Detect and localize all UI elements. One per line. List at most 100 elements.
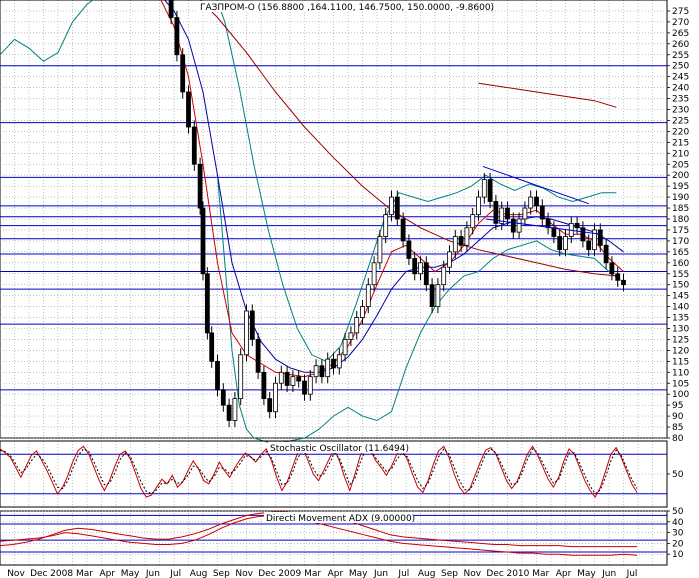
price-candle (435, 284, 441, 308)
price-candle (204, 273, 210, 334)
y-tick-label: 185 (672, 204, 689, 214)
x-tick-label: Dec (486, 569, 503, 578)
y-tick-label: 110 (672, 368, 689, 378)
price-candle (476, 196, 481, 216)
fast-ma-line (160, 0, 624, 378)
price-candle (186, 91, 191, 128)
price-candle (348, 332, 354, 340)
y-tick-label: 95 (672, 401, 683, 411)
title-background (198, 1, 468, 12)
price-candle (249, 310, 255, 340)
y-tick-label: 230 (672, 106, 689, 116)
price-candle (487, 179, 493, 202)
price-candle (609, 262, 615, 275)
indicator-title-background (264, 512, 414, 523)
price-candle (499, 207, 505, 224)
price-candle (220, 389, 226, 406)
x-tick-label: Jul (397, 569, 409, 578)
price-candle (534, 196, 539, 207)
x-tick-label: May (577, 569, 596, 578)
y-tick-label: 120 (672, 346, 689, 356)
price-candle (215, 360, 220, 391)
y-tick-label: 10 (672, 550, 684, 560)
y-tick-label: 215 (672, 138, 689, 148)
x-tick-label: Jun (145, 569, 160, 578)
mid-ma-line (164, 0, 624, 373)
price-candle (180, 54, 186, 93)
y-tick-label: 225 (672, 116, 689, 126)
y-tick-label: 40 (672, 518, 684, 528)
price-candle (400, 218, 406, 242)
long-ma-line (478, 82, 617, 108)
price-candle (406, 240, 412, 259)
price-candle (342, 339, 348, 356)
price-candle (597, 229, 603, 246)
chart-title: ГАЗПРОМ-О (156.8800 ,164.1100, 146.7500,… (200, 3, 494, 13)
y-tick-label: 155 (672, 270, 689, 280)
price-candle (331, 358, 336, 369)
price-candle (354, 317, 360, 334)
price-candle (226, 404, 232, 421)
y-tick-label: 255 (672, 51, 689, 61)
bollinger-lower-line (217, 175, 621, 443)
stochastic-main-line (0, 445, 638, 499)
x-tick-label: Mar (76, 569, 93, 578)
price-candle (302, 380, 307, 395)
price-candle (493, 201, 499, 224)
x-tick-label: 2010 (506, 569, 529, 578)
price-candle (174, 17, 180, 56)
y-tick-label: 80 (672, 434, 684, 444)
price-candle (273, 382, 278, 413)
price-candle (307, 376, 313, 395)
x-tick-label: Jul (169, 569, 181, 578)
price-candle (261, 371, 267, 399)
y-tick-label: 235 (672, 95, 689, 105)
x-tick-label: May (349, 569, 368, 578)
y-tick-label: 245 (672, 73, 689, 83)
price-candle (615, 273, 621, 281)
x-tick-label: 2009 (278, 569, 301, 578)
price-candle (429, 284, 435, 308)
price-candle (296, 376, 302, 382)
price-candle (545, 218, 551, 229)
y-tick-label: 100 (672, 390, 689, 400)
y-tick-label: 205 (672, 160, 689, 170)
price-candle (586, 240, 592, 251)
price-candle (191, 126, 197, 165)
price-candle (232, 398, 238, 421)
price-candle (458, 236, 464, 246)
x-tick-label: Jul (626, 569, 638, 578)
adx-title: Directi Movement ADX (9.00000) (266, 514, 415, 524)
x-tick-label: Jun (601, 569, 616, 578)
y-tick-label: 250 (672, 62, 689, 72)
x-tick-label: Dec (258, 569, 275, 578)
price-candle (336, 354, 342, 369)
x-tick-label: May (121, 569, 140, 578)
price-candle (389, 196, 394, 216)
price-candle (539, 205, 545, 220)
x-tick-label: Sep (441, 569, 458, 578)
price-candle (557, 236, 563, 251)
y-tick-label: 270 (672, 18, 689, 28)
y-tick-label: 50 (672, 507, 684, 517)
x-tick-label: Mar (304, 569, 321, 578)
y-tick-label: 145 (672, 292, 689, 302)
price-candle (441, 266, 447, 286)
x-tick-label: Nov (464, 569, 482, 578)
x-tick-label: 2008 (50, 569, 73, 578)
y-tick-label: 130 (672, 325, 689, 335)
x-tick-label: Jun (373, 569, 388, 578)
y-tick-label: 160 (672, 259, 689, 269)
price-candle (621, 279, 626, 286)
y-tick-label: 150 (672, 281, 689, 291)
y-tick-label: 85 (672, 423, 683, 433)
x-tick-label: Aug (190, 569, 208, 578)
price-candle (200, 207, 206, 275)
price-candle (412, 258, 418, 275)
price-candle (563, 236, 568, 251)
y-tick-label: 260 (672, 40, 689, 50)
trend-line (482, 165, 589, 205)
price-candle (325, 358, 331, 378)
x-tick-label: Sep (213, 569, 230, 578)
stochastic-signal-line (0, 448, 638, 495)
